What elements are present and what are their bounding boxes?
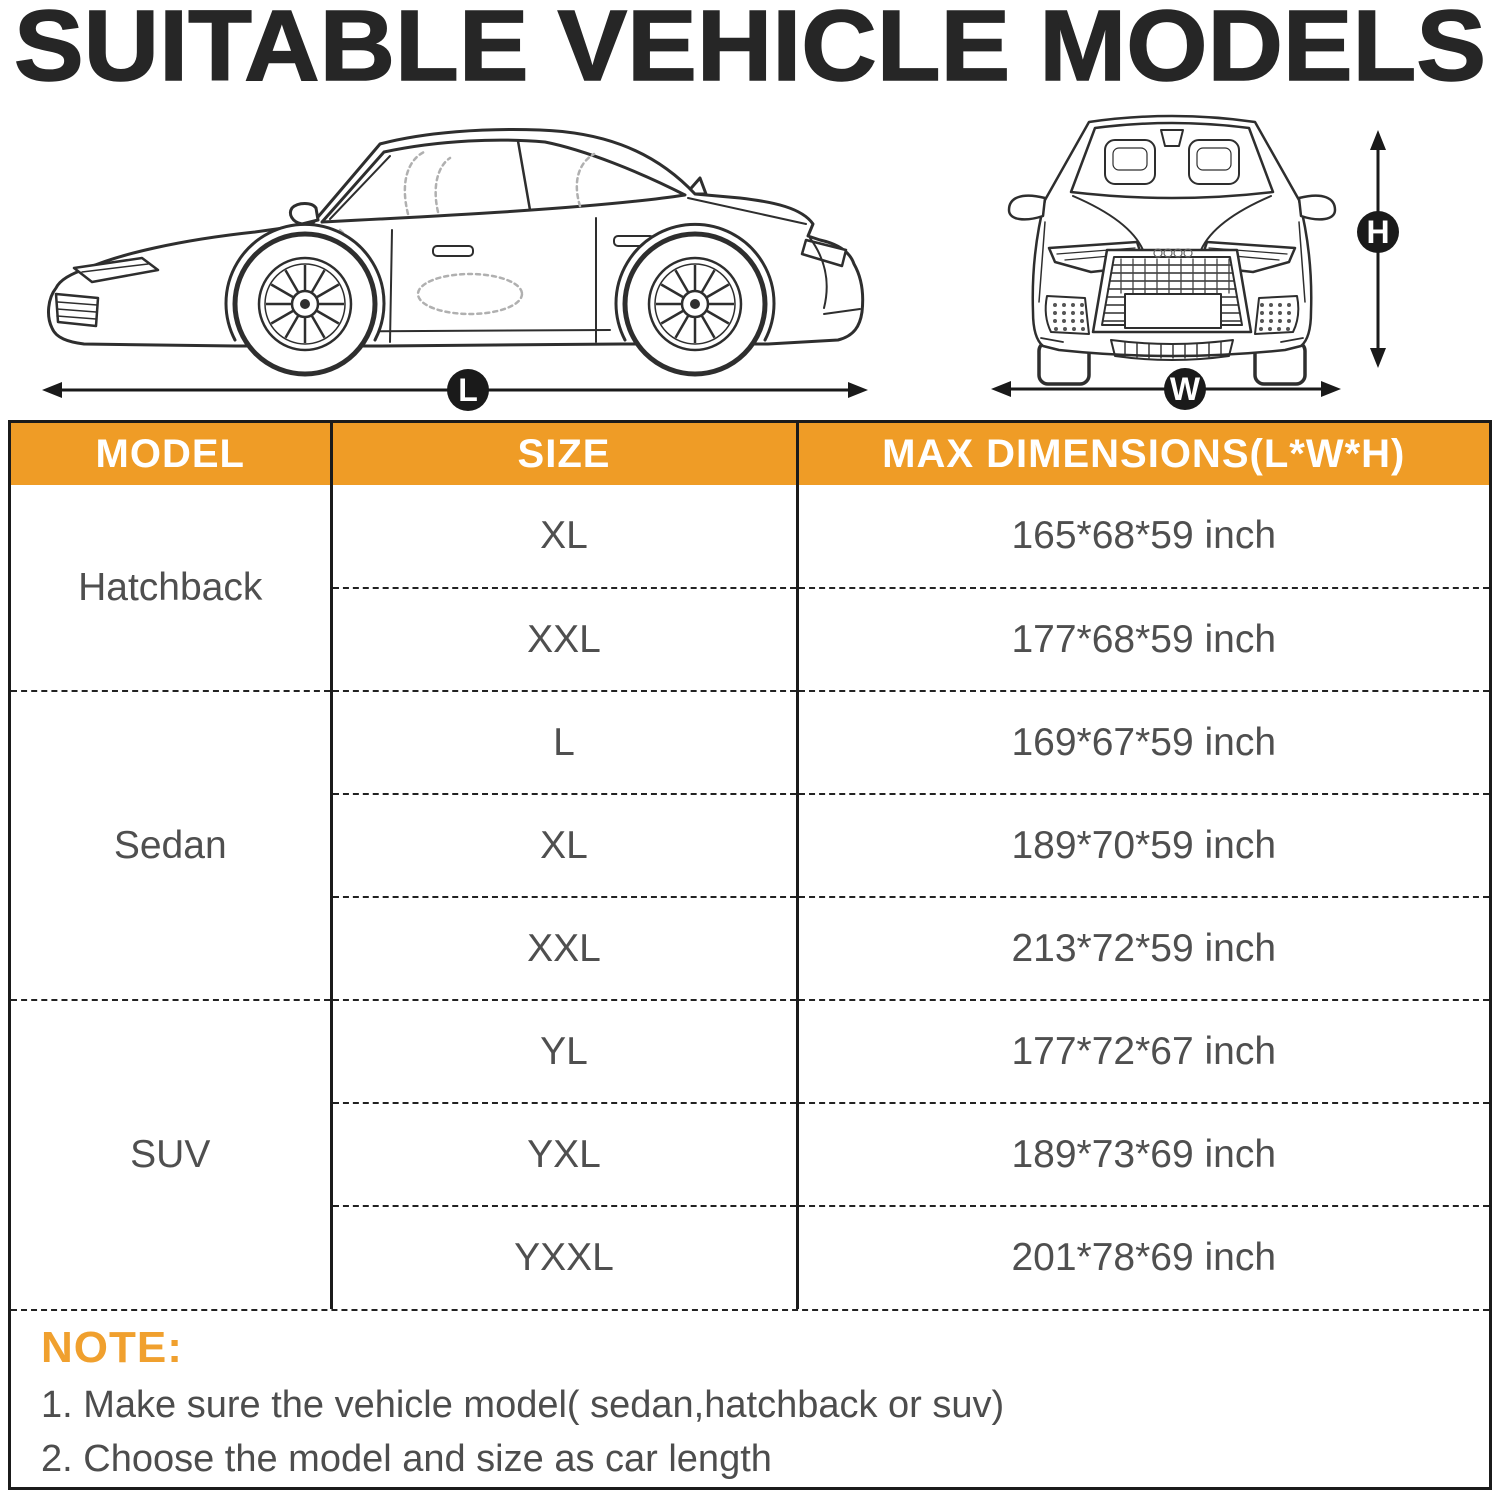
table-row: YXXL 201*78*69 inch xyxy=(11,1205,1489,1309)
model-cell-hatchback: Hatchback xyxy=(78,565,263,609)
dimension-cell: 189*70*59 inch xyxy=(795,793,1489,897)
size-cell: YL xyxy=(329,999,797,1103)
page-title-text: SUITABLE VEHICLE MODELS xyxy=(14,2,1486,102)
note-line: 1. Make sure the vehicle model( sedan,ha… xyxy=(41,1384,1005,1426)
length-label: L xyxy=(458,372,478,408)
dimension-cell: 177*68*59 inch xyxy=(795,587,1489,691)
table-row: XXL 177*68*59 inch xyxy=(11,587,1489,691)
grille-mesh xyxy=(1120,258,1230,294)
table-row: Sedan L 169*67*59 inch xyxy=(11,690,1489,1000)
height-label: H xyxy=(1366,214,1389,250)
brand-emblem xyxy=(1153,248,1193,258)
model-cell-sedan: Sedan xyxy=(11,690,331,1000)
table-row: XL 189*70*59 inch xyxy=(11,793,1489,897)
column-header-size: SIZE xyxy=(329,423,797,485)
length-badge: L xyxy=(447,369,489,411)
model-cell-suv: SUV xyxy=(11,999,331,1309)
column-header-dimensions: MAX DIMENSIONS(L*W*H) xyxy=(795,423,1489,485)
dimension-cell: 201*78*69 inch xyxy=(795,1205,1489,1309)
size-cell: XXL xyxy=(329,896,797,1000)
size-table: MODEL SIZE MAX DIMENSIONS(L*W*H) Hatchba… xyxy=(11,423,1489,1309)
fog-light-dots xyxy=(1053,303,1291,331)
table-row: SUV YL 177*72*67 inch xyxy=(11,999,1489,1309)
size-cell: XL xyxy=(329,793,797,897)
column-header-model: MODEL xyxy=(11,423,331,485)
car-front-body xyxy=(1007,114,1337,386)
table-row: Hatchback XL 165*68*59 inch xyxy=(11,485,1489,609)
height-badge: H xyxy=(1357,211,1399,253)
size-chart-panel: MODEL SIZE MAX DIMENSIONS(L*W*H) Hatchba… xyxy=(8,420,1492,1490)
note-title: NOTE: xyxy=(41,1323,183,1372)
intake-bars xyxy=(1124,341,1222,359)
width-label: W xyxy=(1170,371,1201,407)
dimension-cell: 165*68*59 inch xyxy=(795,485,1489,588)
dimension-cell: 189*73*69 inch xyxy=(795,1102,1489,1206)
size-cell: XL xyxy=(329,485,797,588)
car-side-view-illustration: L xyxy=(42,128,868,411)
dimension-cell: 169*67*59 inch xyxy=(795,690,1489,794)
dimension-cell: 177*72*67 inch xyxy=(795,999,1489,1103)
width-badge: W xyxy=(1164,368,1206,410)
note-section: NOTE: 1. Make sure the vehicle model( se… xyxy=(11,1309,1489,1487)
table-row: YXL 189*73*69 inch xyxy=(11,1102,1489,1206)
license-plate-area xyxy=(1124,293,1222,329)
size-cell: YXL xyxy=(329,1102,797,1206)
dimension-cell: 213*72*59 inch xyxy=(795,896,1489,1000)
dimension-figures: L xyxy=(0,102,1500,416)
note-line: 2. Choose the model and size as car leng… xyxy=(41,1438,772,1480)
table-row: XXL 213*72*59 inch xyxy=(11,896,1489,1000)
size-cell: L xyxy=(329,690,797,794)
table-header-row: MODEL SIZE MAX DIMENSIONS(L*W*H) xyxy=(11,423,1489,485)
size-cell: XXL xyxy=(329,587,797,691)
page-title: SUITABLE VEHICLE MODELS xyxy=(13,2,1487,102)
front-wheel xyxy=(235,234,375,374)
car-front-view-illustration: W H xyxy=(991,114,1399,410)
rear-wheel xyxy=(625,234,765,374)
size-cell: YXXL xyxy=(329,1205,797,1309)
